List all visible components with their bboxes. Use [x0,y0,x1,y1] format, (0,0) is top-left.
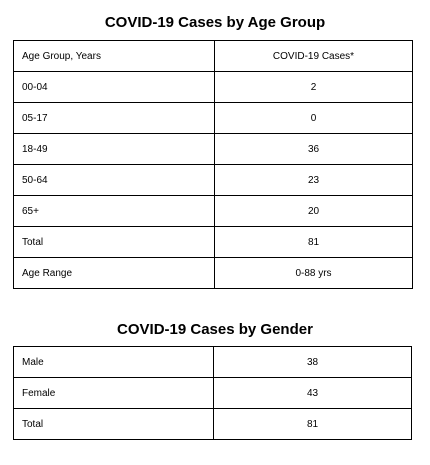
row-value: 0 [214,102,413,134]
header-age-group: Age Group, Years [13,40,215,72]
row-label: Total [13,226,215,258]
row-label: Female [13,377,214,409]
row-value: 81 [213,408,412,440]
row-label: Male [13,346,214,378]
table-row: 65+ 20 [13,195,413,227]
gender-table: Male 38 Female 43 Total 81 [13,346,412,440]
table-row: Male 38 [13,346,412,378]
row-label: Total [13,408,214,440]
table-row: 18-49 36 [13,133,413,165]
row-label: 65+ [13,195,215,227]
age-group-table: Age Group, Years COVID-19 Cases* 00-04 2… [13,40,413,289]
table-row: Age Range 0-88 yrs [13,257,413,289]
row-label: Age Range [13,257,215,289]
header-covid-cases: COVID-19 Cases* [214,40,413,72]
table-row: Total 81 [13,226,413,258]
row-label: 00-04 [13,71,215,103]
row-label: 50-64 [13,164,215,196]
age-table-title: COVID-19 Cases by Age Group [104,14,326,31]
row-value: 2 [214,71,413,103]
row-label: 05-17 [13,102,215,134]
row-value: 38 [213,346,412,378]
table-row: 50-64 23 [13,164,413,196]
table-row: 00-04 2 [13,71,413,103]
table-row: Total 81 [13,408,412,440]
row-value: 23 [214,164,413,196]
row-value: 0-88 yrs [214,257,413,289]
table-header-row: Age Group, Years COVID-19 Cases* [13,40,413,72]
row-label: 18-49 [13,133,215,165]
row-value: 43 [213,377,412,409]
row-value: 81 [214,226,413,258]
table-row: Female 43 [13,377,412,409]
table-row: 05-17 0 [13,102,413,134]
row-value: 36 [214,133,413,165]
row-value: 20 [214,195,413,227]
gender-table-title: COVID-19 Cases by Gender [117,321,313,338]
